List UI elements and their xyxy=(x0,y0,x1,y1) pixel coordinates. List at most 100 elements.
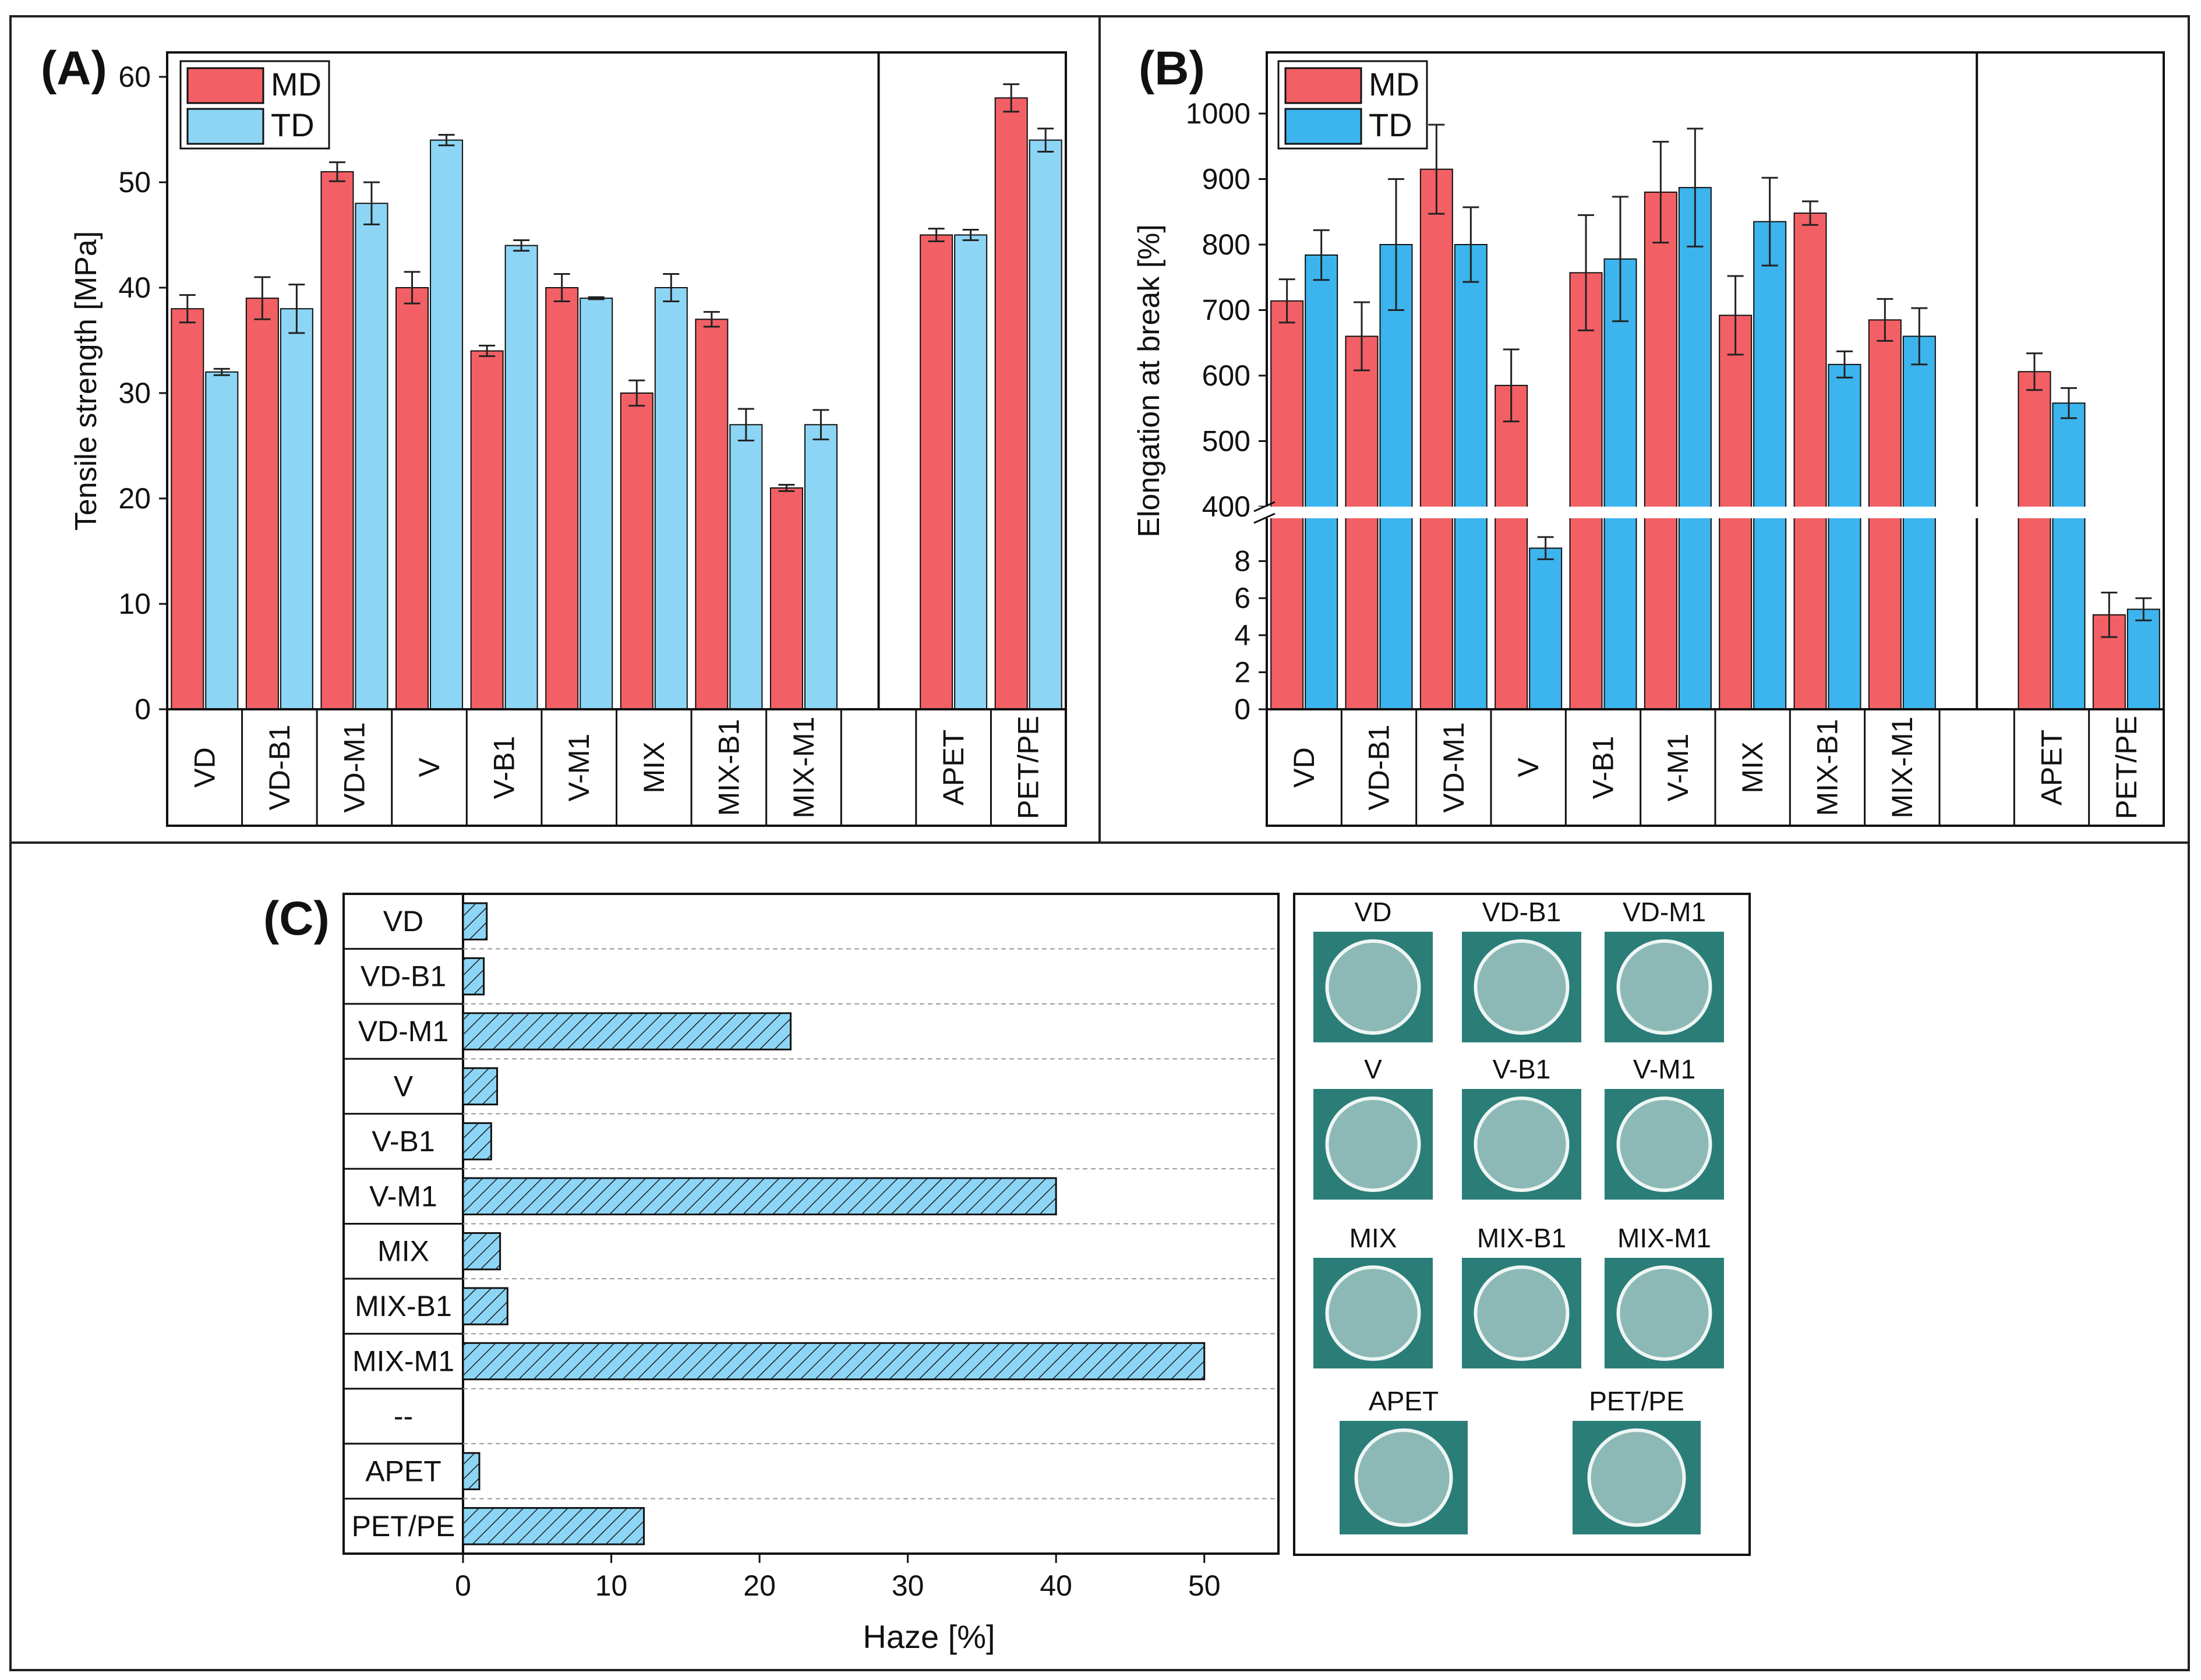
b-bar-md xyxy=(1419,168,1453,710)
sample-film-disc xyxy=(1616,939,1712,1035)
b-bar-td xyxy=(1529,547,1563,710)
sample-film-disc xyxy=(1474,1097,1570,1192)
sample-photo-label: V xyxy=(1364,1054,1382,1084)
c-category-label: MIX xyxy=(377,1235,429,1268)
sample-film-disc xyxy=(1325,939,1421,1035)
b-category-label: V-B1 xyxy=(1587,736,1620,799)
a-bar-td xyxy=(654,287,688,710)
sample-photo-label: V-M1 xyxy=(1633,1054,1695,1084)
b-bar-td xyxy=(1828,363,1861,710)
c-x-tick-label: 20 xyxy=(743,1569,776,1602)
sample-film-disc xyxy=(1325,1265,1421,1361)
b-bar-td xyxy=(2052,402,2086,710)
c-bar xyxy=(462,1452,481,1491)
elongation-chart: 400 500 600 700 800 900 1000 0 2 4 6 8 Elongation at… xyxy=(1132,51,2165,827)
a-bar-md xyxy=(470,350,504,710)
a-legend-swatch xyxy=(186,108,264,145)
sample-photo-label: MIX-M1 xyxy=(1617,1223,1711,1253)
b-y-tick-label: 700 xyxy=(1202,294,1250,327)
c-x-tick-label: 50 xyxy=(1188,1569,1221,1602)
c-bar xyxy=(462,1287,508,1325)
a-bar-td xyxy=(280,308,313,710)
sample-film-disc xyxy=(1474,939,1570,1035)
a-y-tick-label: 30 xyxy=(118,377,151,409)
a-category-label: MIX xyxy=(638,742,670,794)
sample-film-disc xyxy=(1325,1097,1421,1192)
c-x-tick-label: 10 xyxy=(595,1569,628,1602)
panel-a-label: (A) xyxy=(41,42,107,95)
c-x-tick-label: 40 xyxy=(1040,1569,1072,1602)
a-bar-md xyxy=(395,287,429,710)
sample-film-disc xyxy=(1474,1265,1570,1361)
b-y-tick-label: 8 xyxy=(1234,545,1250,578)
sample-photo-label: MIX xyxy=(1349,1223,1397,1253)
b-bar-td xyxy=(2126,609,2160,710)
c-bar xyxy=(462,957,485,996)
a-bar-md xyxy=(320,171,354,710)
c-category-label: V xyxy=(394,1070,414,1102)
a-bar-md xyxy=(545,287,579,710)
a-legend-swatch xyxy=(186,67,264,104)
sample-photo-label: V-B1 xyxy=(1493,1054,1551,1084)
a-bar-md xyxy=(695,319,729,710)
b-y-tick-label: 0 xyxy=(1234,693,1250,726)
b-bar-td xyxy=(1902,335,1936,710)
sample-film-disc xyxy=(1587,1428,1686,1527)
a-category-label: PET/PE xyxy=(1012,716,1045,819)
a-bar-td xyxy=(205,371,239,710)
b-category-label: MIX xyxy=(1736,742,1769,794)
a-bar-md xyxy=(994,97,1028,710)
b-category-label: VD-M1 xyxy=(1437,722,1470,813)
c-bar xyxy=(462,1067,499,1106)
c-category-label: V-M1 xyxy=(369,1180,437,1212)
c-bar xyxy=(462,1507,645,1545)
c-bar xyxy=(462,1122,492,1161)
b-bar-td xyxy=(1454,244,1488,710)
a-bar-td xyxy=(954,234,988,710)
b-bar-md xyxy=(2018,371,2051,710)
a-bar-md xyxy=(245,298,279,710)
c-bar xyxy=(462,1012,792,1051)
c-category-label: V-B1 xyxy=(372,1125,434,1158)
a-y-tick-label: 20 xyxy=(118,482,151,515)
a-y-axis-label: Tensile strength [MPa] xyxy=(69,231,103,530)
c-category-label: VD xyxy=(383,905,423,938)
c-category-label: VD-B1 xyxy=(361,960,446,993)
c-bar xyxy=(462,902,488,940)
b-legend-swatch xyxy=(1284,67,1362,104)
a-category-label: APET xyxy=(937,730,970,806)
a-bar-td xyxy=(580,298,613,710)
b-y-tick-label: 1000 xyxy=(1186,97,1250,130)
b-axis-break-mark xyxy=(1253,501,1276,512)
b-bar-td xyxy=(1379,244,1413,710)
sample-film-disc xyxy=(1616,1097,1712,1192)
sample-photo-label: MIX-B1 xyxy=(1477,1223,1566,1253)
b-axis-break-band xyxy=(1249,507,2163,518)
sample-photos: VD VD-B1 VD-M1 V V-B1 V-M1 MIX MIX-B1 MIX-M1 APET… xyxy=(1293,893,1751,1556)
a-bar-td xyxy=(729,424,763,710)
haze-chart: VD VD-B1 VD-M1 V V-B1 V-M1 MIX MIX-B1 MIX-M1 -- AP… xyxy=(342,893,1280,1655)
a-category-label: V xyxy=(413,758,446,777)
b-bar-md xyxy=(1644,192,1677,710)
b-y-tick-label: 400 xyxy=(1202,490,1250,523)
sample-photo-label: APET xyxy=(1369,1386,1439,1416)
a-category-label: MIX-B1 xyxy=(712,719,745,816)
a-y-tick-label: 0 xyxy=(135,693,151,726)
sample-film-disc xyxy=(1354,1428,1453,1527)
b-bar-td xyxy=(1603,258,1637,710)
a-bar-td xyxy=(430,139,464,710)
a-bar-td xyxy=(355,203,388,710)
b-category-label: APET xyxy=(2036,730,2068,806)
sample-photo-label: VD-B1 xyxy=(1482,897,1561,927)
a-category-label: V-B1 xyxy=(488,736,521,799)
c-x-axis-label: Haze [%] xyxy=(863,1618,995,1655)
sample-film-disc xyxy=(1616,1265,1712,1361)
b-category-label: MIX-B1 xyxy=(1811,719,1844,816)
b-bar-md xyxy=(1345,335,1379,710)
a-category-label: V-M1 xyxy=(563,734,595,802)
sample-photo-label: PET/PE xyxy=(1589,1386,1684,1416)
b-legend-swatch xyxy=(1284,108,1362,145)
b-category-label: MIX-M1 xyxy=(1886,717,1919,819)
b-category-label: V-M1 xyxy=(1662,734,1694,802)
a-category-label: MIX-M1 xyxy=(787,717,820,819)
